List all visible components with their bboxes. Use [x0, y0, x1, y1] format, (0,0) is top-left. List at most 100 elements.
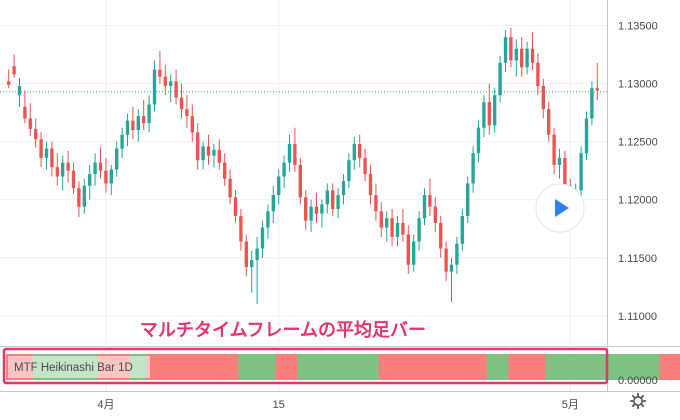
candle — [471, 146, 475, 193]
candle — [385, 211, 389, 242]
candle — [223, 153, 227, 186]
price-tick-label: 1.12500 — [618, 137, 658, 149]
band-segment-up — [486, 354, 509, 380]
candle — [212, 143, 216, 168]
candle — [325, 183, 329, 214]
candle — [379, 202, 383, 237]
candle — [244, 234, 248, 277]
candle — [93, 153, 97, 186]
candle — [401, 208, 405, 242]
candle — [179, 83, 184, 119]
time-tick-label: 5月 — [562, 399, 579, 411]
indicator-title: MTF Heikinashi Bar 1D — [14, 362, 133, 374]
candle — [287, 134, 292, 172]
candle — [331, 183, 335, 216]
candle — [449, 257, 454, 302]
candle — [104, 157, 108, 193]
candle — [71, 162, 76, 194]
candle — [163, 65, 167, 96]
candle — [120, 127, 124, 158]
play-button[interactable] — [535, 183, 585, 233]
candle — [277, 169, 281, 205]
candle — [358, 134, 362, 168]
candle — [493, 88, 497, 133]
band-segment-down — [378, 354, 487, 380]
settings-button[interactable] — [629, 392, 647, 410]
candle — [12, 54, 16, 78]
candle — [525, 41, 529, 75]
candle — [439, 215, 443, 258]
candle — [190, 104, 194, 142]
candle — [158, 51, 162, 84]
candle — [509, 27, 513, 68]
candle — [44, 141, 49, 170]
candle — [174, 69, 178, 105]
price-tick-label: 1.13500 — [618, 21, 658, 33]
candle — [433, 197, 437, 233]
candle — [460, 208, 464, 251]
candle — [250, 250, 254, 293]
band-segment-up — [546, 354, 660, 380]
candle — [142, 99, 146, 131]
candle — [196, 123, 200, 170]
candle — [39, 132, 43, 168]
candle — [169, 74, 173, 103]
candle — [239, 208, 243, 251]
candle — [28, 103, 32, 136]
candle — [374, 183, 378, 221]
highlight-frame — [2, 347, 609, 385]
candle — [320, 199, 324, 228]
candle — [23, 90, 27, 124]
band-segment-down — [276, 354, 298, 380]
candle — [314, 192, 319, 223]
candle — [147, 95, 151, 133]
candle — [309, 199, 313, 233]
candle — [590, 81, 594, 126]
candle — [255, 236, 259, 305]
candle — [341, 174, 346, 205]
price-tick-label: 1.13000 — [618, 79, 658, 91]
candle — [217, 139, 221, 170]
candle — [206, 134, 211, 165]
candle — [77, 181, 81, 218]
candle — [98, 147, 103, 179]
band-segment-down — [146, 354, 239, 380]
candle — [595, 62, 599, 100]
candle — [233, 190, 238, 223]
candle — [109, 164, 113, 196]
candle — [417, 211, 421, 251]
candle — [557, 148, 562, 179]
candle — [466, 176, 470, 223]
play-icon — [555, 199, 569, 217]
candle — [579, 146, 583, 198]
candle — [390, 208, 394, 247]
candle — [131, 106, 135, 140]
candle — [406, 225, 410, 275]
annotation-text: マルチタイムフレームの平均足バー — [140, 319, 426, 340]
candle — [115, 141, 119, 177]
candle — [304, 190, 308, 230]
candle — [422, 188, 427, 226]
time-axis: 4月155月206月17 — [97, 399, 579, 411]
candle — [503, 30, 508, 72]
candle — [368, 164, 373, 205]
candle — [50, 141, 54, 177]
candle — [352, 137, 356, 170]
price-tick-label: 1.12000 — [618, 195, 658, 207]
candle — [395, 215, 400, 247]
candle — [88, 164, 92, 200]
gear-icon — [633, 396, 643, 406]
heikinashi-band — [6, 354, 680, 380]
candle — [412, 234, 416, 272]
indicator-title-bg — [8, 356, 150, 378]
candle — [536, 53, 540, 96]
candle — [260, 220, 265, 258]
candle — [82, 178, 86, 214]
candle — [17, 77, 22, 107]
band-segment-down — [659, 354, 680, 380]
candle — [541, 78, 545, 119]
price-tick-label: 1.11000 — [618, 311, 657, 323]
candle — [298, 157, 302, 205]
